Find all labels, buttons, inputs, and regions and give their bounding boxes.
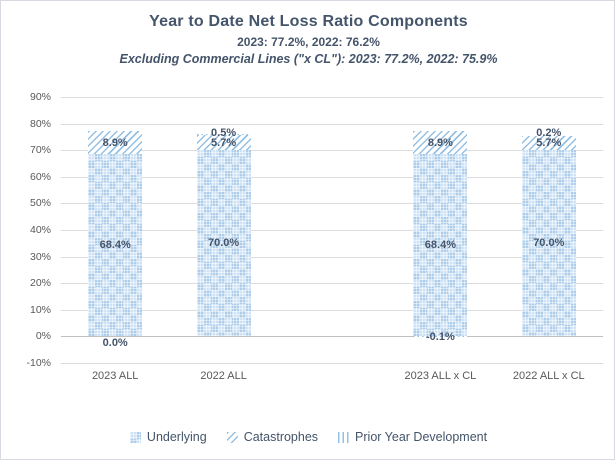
chart-subtitle-excluding-cl: Excluding Commercial Lines ("x CL"): 202…	[119, 52, 498, 66]
gridline	[61, 97, 603, 98]
chart-subtitle-totals: 2023: 77.2%, 2022: 76.2%	[237, 35, 380, 49]
y-axis-tick-label: 20%	[29, 277, 51, 290]
data-label: 68.4%	[424, 239, 456, 252]
plot-area: 90% 80% 70% 60% 50% 40% 30% 20% 10% 0% -10% 2023 AL…	[1, 1, 614, 401]
gridline	[61, 283, 603, 285]
bar-segment-checker	[521, 150, 576, 337]
gridline	[61, 256, 603, 258]
y-axis-tick-label: 40%	[29, 224, 51, 236]
data-label: 5.7%	[536, 136, 562, 149]
vertical-pattern-swatch-icon	[338, 431, 350, 443]
gridline	[61, 309, 603, 311]
data-label: 0.5%	[211, 126, 237, 139]
category-axis-label: 2023 ALL	[91, 370, 139, 382]
gridline	[61, 123, 603, 125]
data-label: 0.0%	[102, 337, 128, 350]
legend-item: Underlying	[129, 430, 207, 444]
y-axis-tick-label: 0%	[35, 330, 51, 343]
bar-segment-checker	[196, 150, 251, 337]
data-label: 70.0%	[533, 237, 565, 250]
bar-segment-checker	[88, 154, 143, 337]
legend-label: Underlying	[146, 430, 207, 444]
y-axis-tick-label: 50%	[29, 197, 51, 210]
category-axis-label: 2023 ALL x CL	[404, 370, 477, 382]
data-label: 0.2%	[536, 126, 562, 139]
data-label: -0.1%	[426, 331, 455, 344]
y-axis-tick-label: 30%	[29, 250, 51, 263]
data-label: 70.0%	[207, 237, 240, 250]
y-axis-tick-label: 10%	[29, 303, 51, 316]
legend-item: Catastrophes	[226, 430, 319, 444]
legend: Underlying Catastrophes Prior Year Develop…	[1, 425, 614, 449]
data-label: 8.9%	[102, 136, 128, 149]
bar-segment-diagonal	[413, 130, 468, 155]
bar-segment-diagonal	[196, 135, 251, 151]
y-axis-tick-label: 90%	[29, 91, 51, 103]
y-axis-tick-label: 80%	[29, 117, 51, 130]
gridline	[61, 336, 603, 338]
bar-segment-checker	[413, 154, 468, 337]
chart-title: Year to Date Net Loss Ratio Components	[149, 13, 468, 30]
bar-segment-diagonal	[521, 135, 576, 151]
legend-item: Prior Year Development	[338, 430, 487, 444]
bar-segment-vertical	[521, 134, 576, 136]
gridline	[61, 363, 603, 364]
bar-segment-diagonal	[88, 130, 143, 155]
category-axis-label: 2022 ALL	[200, 370, 247, 382]
y-axis-tick-label: -10%	[26, 357, 51, 369]
data-label: 5.7%	[211, 136, 237, 149]
gridline	[61, 150, 603, 152]
gridline	[61, 176, 603, 178]
legend-label: Prior Year Development	[355, 430, 488, 444]
y-axis-tick-label: 60%	[29, 170, 51, 183]
y-axis-tick-label: 70%	[29, 144, 51, 157]
data-label: 8.9%	[427, 136, 453, 149]
bar-segment-vertical	[196, 133, 251, 136]
legend-label: Catastrophes	[243, 430, 319, 444]
category-axis-label: 2022 ALL x CL	[512, 370, 585, 382]
gridline	[61, 203, 603, 205]
diagonal-pattern-swatch-icon	[226, 431, 238, 443]
checker-pattern-swatch-icon	[129, 431, 141, 443]
data-label: 68.4%	[99, 239, 131, 252]
gridline	[61, 230, 603, 231]
